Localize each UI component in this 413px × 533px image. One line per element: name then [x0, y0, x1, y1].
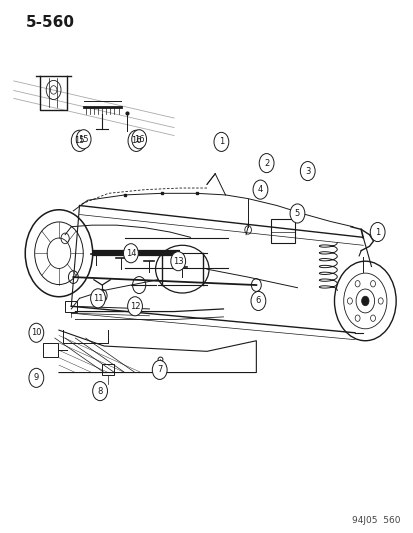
Text: 15: 15 — [74, 136, 85, 146]
Circle shape — [252, 180, 267, 199]
Text: 7: 7 — [157, 366, 162, 374]
Circle shape — [361, 296, 368, 306]
Text: 5-560: 5-560 — [26, 14, 75, 30]
Circle shape — [76, 130, 91, 149]
Circle shape — [152, 360, 167, 379]
Text: 9: 9 — [33, 373, 39, 382]
Text: 4: 4 — [257, 185, 262, 194]
Circle shape — [131, 130, 146, 149]
Circle shape — [127, 297, 142, 316]
Text: 94J05  560: 94J05 560 — [351, 516, 399, 525]
Circle shape — [347, 298, 351, 304]
Circle shape — [123, 244, 138, 263]
Bar — [65, 301, 76, 312]
Text: 3: 3 — [304, 166, 310, 175]
Text: 16: 16 — [133, 135, 144, 144]
Bar — [43, 343, 58, 357]
Text: 10: 10 — [31, 328, 41, 337]
Circle shape — [259, 154, 273, 173]
Circle shape — [90, 289, 105, 308]
Circle shape — [250, 292, 265, 311]
Circle shape — [71, 130, 88, 151]
Bar — [102, 364, 114, 375]
Circle shape — [370, 315, 375, 321]
Circle shape — [370, 280, 375, 287]
Text: 1: 1 — [218, 138, 223, 147]
Circle shape — [214, 132, 228, 151]
Circle shape — [377, 298, 382, 304]
Text: 5: 5 — [294, 209, 299, 218]
Text: 13: 13 — [173, 257, 183, 265]
Bar — [270, 219, 295, 243]
Circle shape — [290, 204, 304, 223]
Text: 12: 12 — [129, 302, 140, 311]
Circle shape — [29, 323, 44, 342]
Text: 2: 2 — [263, 159, 268, 167]
Circle shape — [299, 161, 314, 181]
Circle shape — [369, 222, 384, 241]
Text: 14: 14 — [126, 249, 136, 258]
Circle shape — [128, 130, 144, 151]
Text: 8: 8 — [97, 386, 102, 395]
Text: 11: 11 — [93, 294, 103, 303]
Circle shape — [171, 252, 185, 271]
Circle shape — [354, 315, 359, 321]
Text: 15: 15 — [78, 135, 89, 144]
Text: 6: 6 — [255, 296, 261, 305]
Circle shape — [29, 368, 44, 387]
Text: 1: 1 — [374, 228, 380, 237]
Text: 16: 16 — [131, 136, 141, 146]
Circle shape — [354, 280, 359, 287]
Circle shape — [93, 382, 107, 401]
